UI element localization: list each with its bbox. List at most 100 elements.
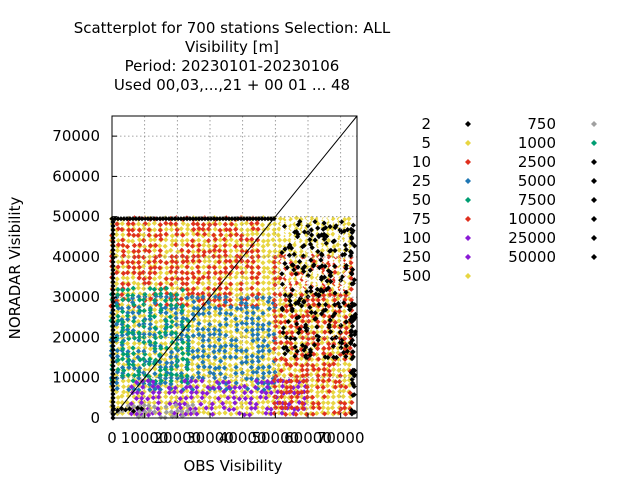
data-point <box>216 347 222 354</box>
data-point <box>244 310 250 316</box>
data-point <box>351 243 358 249</box>
data-point <box>191 305 197 311</box>
data-point <box>338 229 344 235</box>
data-point <box>166 216 172 222</box>
data-point <box>201 270 207 276</box>
data-point <box>216 337 222 343</box>
data-point <box>243 220 250 226</box>
data-point <box>319 340 325 346</box>
data-point <box>221 405 227 411</box>
data-point <box>221 389 227 395</box>
data-point <box>147 275 153 281</box>
data-point <box>158 345 164 351</box>
data-point <box>157 265 163 271</box>
data-point <box>236 410 243 416</box>
data-point <box>185 327 191 333</box>
data-point <box>195 295 201 301</box>
data-point <box>282 394 288 400</box>
data-point <box>263 390 269 396</box>
data-point <box>114 248 121 254</box>
data-point <box>157 274 163 280</box>
data-point <box>110 219 116 225</box>
data-point <box>250 332 256 338</box>
data-point <box>194 231 201 237</box>
data-point <box>342 336 348 342</box>
data-point <box>169 276 175 282</box>
data-point <box>201 253 207 259</box>
data-point <box>265 242 271 248</box>
data-point <box>260 375 266 381</box>
data-point <box>316 265 322 271</box>
data-point <box>261 317 267 323</box>
data-point <box>193 216 199 222</box>
data-point <box>205 285 211 291</box>
legend-marker <box>465 254 471 260</box>
data-point <box>173 322 180 328</box>
data-point <box>189 367 195 373</box>
data-point <box>125 316 131 322</box>
data-point <box>254 237 261 243</box>
data-point <box>311 314 317 320</box>
data-point <box>119 305 125 311</box>
data-point <box>232 384 238 391</box>
data-point <box>326 345 332 351</box>
data-point <box>124 351 130 357</box>
data-point <box>261 274 267 280</box>
data-point <box>136 304 142 310</box>
data-point <box>340 236 346 243</box>
data-point <box>189 323 196 329</box>
data-point <box>178 389 184 395</box>
data-point <box>163 400 169 406</box>
data-point <box>305 275 311 281</box>
data-point <box>271 338 277 344</box>
data-point <box>325 400 331 406</box>
data-point <box>247 216 253 222</box>
data-point <box>238 306 244 312</box>
data-point <box>325 383 331 389</box>
data-point <box>308 349 314 355</box>
data-point <box>288 350 294 356</box>
x-tick-label: 20000 <box>153 429 201 447</box>
data-point <box>212 297 218 303</box>
data-point <box>157 372 163 378</box>
data-point <box>175 347 181 353</box>
data-point <box>147 313 153 319</box>
data-point <box>287 411 293 417</box>
data-point <box>314 231 320 237</box>
data-point <box>314 362 320 368</box>
data-point <box>260 286 267 293</box>
data-point <box>233 226 239 232</box>
data-point <box>308 284 314 290</box>
data-point <box>290 411 296 417</box>
data-point <box>173 242 179 248</box>
data-point <box>315 248 321 255</box>
data-point <box>157 248 163 254</box>
data-point <box>119 292 125 298</box>
data-point <box>138 400 145 406</box>
data-point <box>190 270 196 276</box>
data-point <box>244 372 250 378</box>
data-point <box>234 297 240 303</box>
data-point <box>249 361 255 367</box>
data-point <box>350 354 356 360</box>
data-point <box>211 326 218 332</box>
data-point <box>290 238 296 244</box>
data-point <box>320 226 326 232</box>
data-point <box>163 318 169 324</box>
data-point <box>202 231 208 237</box>
data-point <box>135 405 141 411</box>
data-point <box>136 310 142 316</box>
data-point <box>168 346 174 352</box>
data-point <box>168 354 174 360</box>
data-point <box>295 275 302 281</box>
data-point <box>287 298 293 304</box>
x-tick-label: 50000 <box>251 429 299 447</box>
data-point <box>239 388 245 394</box>
data-point <box>110 251 116 257</box>
data-point <box>296 298 302 304</box>
data-point <box>348 286 354 292</box>
legend-label: 2500 <box>518 153 556 171</box>
data-point <box>115 394 121 401</box>
data-point <box>174 297 180 303</box>
data-point <box>259 389 265 395</box>
